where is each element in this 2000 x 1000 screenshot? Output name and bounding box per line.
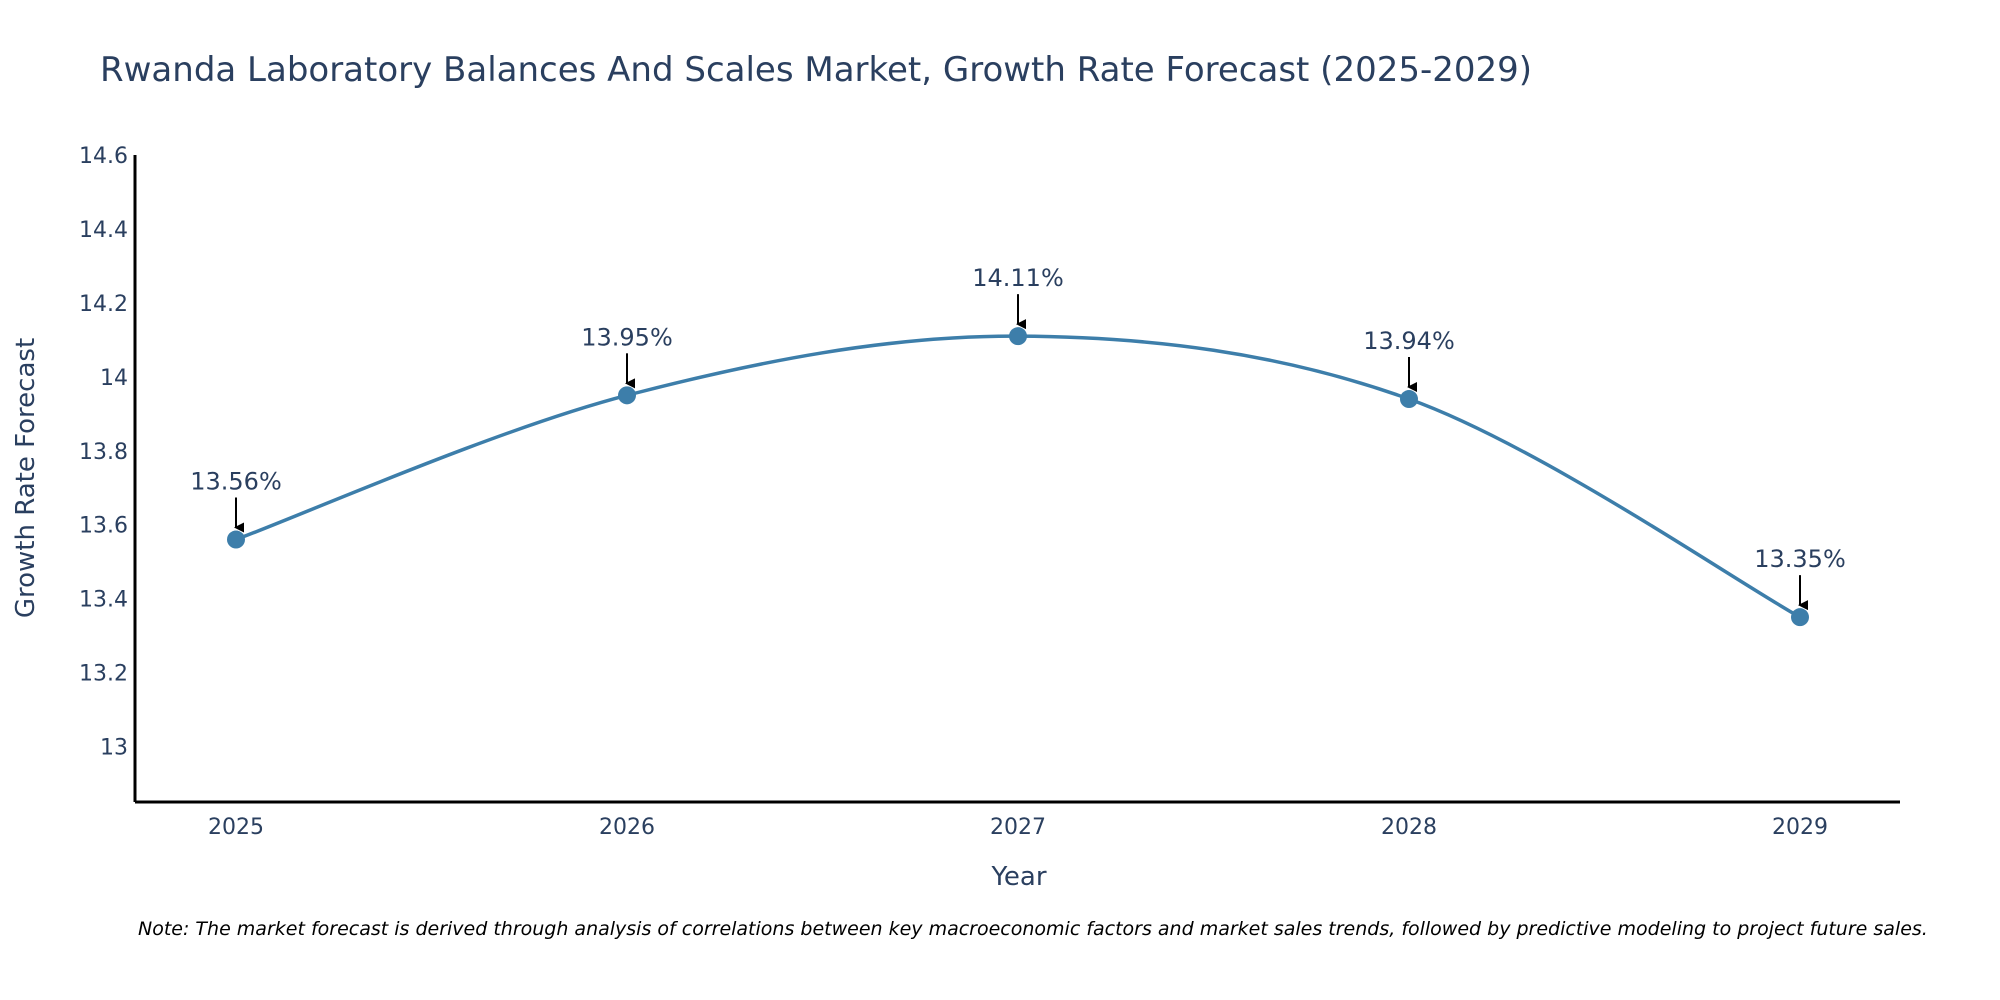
- y-axis-title: Growth Rate Forecast: [11, 338, 41, 618]
- y-tick-label: 13.6: [79, 514, 128, 539]
- y-tick-label: 14: [100, 366, 128, 391]
- y-tick-label: 14.4: [79, 218, 128, 243]
- x-tick-label: 2026: [599, 815, 655, 840]
- data-point: [227, 530, 245, 549]
- data-annotations: 13.56% 13.95% 14.11% 13.94% 13.35%: [190, 264, 1846, 611]
- data-label: 13.94%: [1363, 327, 1455, 355]
- y-tick-label: 13.8: [79, 440, 128, 465]
- y-axis-ticks: 13 13.2 13.4 13.6 13.8 14 14.2 14.4 14.6: [79, 144, 128, 761]
- data-point: [1791, 608, 1809, 627]
- data-label: 13.95%: [581, 323, 673, 351]
- data-point: [1009, 327, 1027, 346]
- x-tick-label: 2025: [208, 815, 264, 840]
- x-tick-label: 2029: [1772, 815, 1828, 840]
- data-label: 13.56%: [190, 468, 282, 496]
- y-tick-label: 13.4: [79, 588, 128, 613]
- y-tick-label: 13: [100, 736, 128, 761]
- y-tick-label: 14.6: [79, 144, 128, 169]
- x-tick-label: 2028: [1381, 815, 1437, 840]
- x-axis-ticks: 2025 2026 2027 2028 2029: [208, 815, 1828, 840]
- series-line: [235, 334, 1801, 619]
- data-point: [618, 386, 636, 405]
- chart-title: Rwanda Laboratory Balances And Scales Ma…: [100, 50, 1532, 90]
- data-label: 13.35%: [1754, 545, 1846, 573]
- footnote: Note: The market forecast is derived thr…: [138, 918, 1928, 940]
- data-point: [1400, 390, 1418, 409]
- y-tick-label: 13.2: [79, 662, 128, 687]
- x-axis-title: Year: [990, 862, 1046, 892]
- data-label: 14.11%: [972, 264, 1064, 292]
- series-markers: [227, 327, 1809, 627]
- x-tick-label: 2027: [990, 815, 1046, 840]
- y-tick-label: 14.2: [79, 292, 128, 317]
